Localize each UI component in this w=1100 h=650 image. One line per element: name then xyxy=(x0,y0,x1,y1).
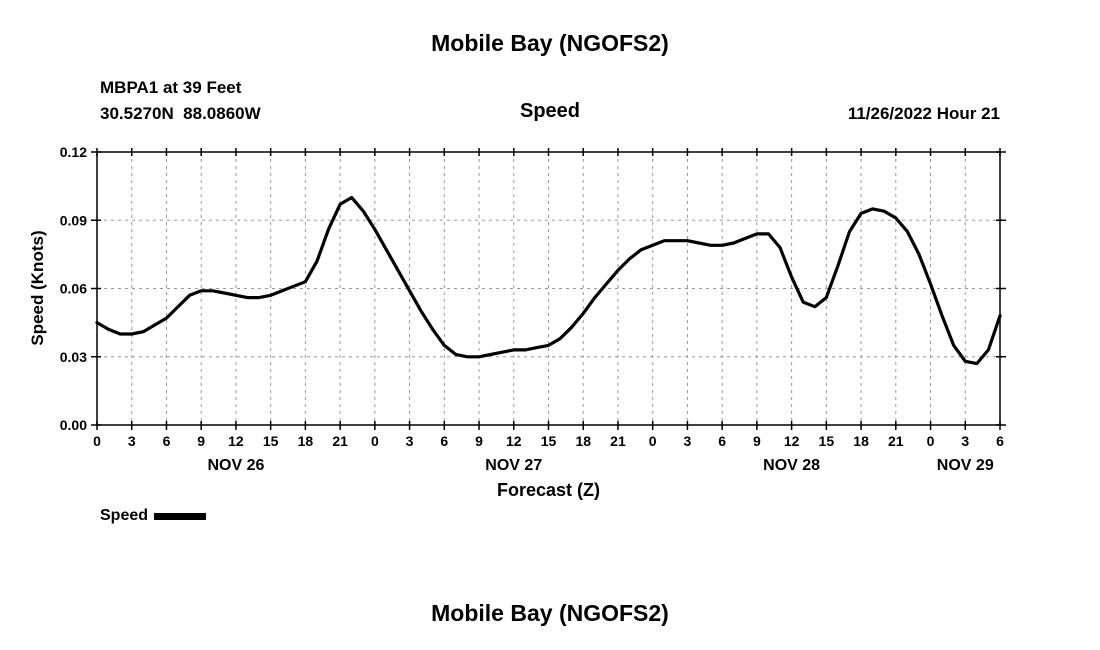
svg-text:18: 18 xyxy=(853,433,869,449)
svg-text:NOV 28: NOV 28 xyxy=(763,457,820,474)
svg-text:0: 0 xyxy=(927,433,935,449)
svg-text:21: 21 xyxy=(888,433,904,449)
svg-text:3: 3 xyxy=(128,433,136,449)
svg-text:NOV 26: NOV 26 xyxy=(207,457,264,474)
coords-label: 30.5270N 88.0860W xyxy=(100,104,261,123)
svg-text:15: 15 xyxy=(263,433,279,449)
svg-text:12: 12 xyxy=(506,433,522,449)
legend-swatch xyxy=(154,512,207,520)
y-tick-labels: 0.00 0.03 0.06 0.09 0.12 xyxy=(60,144,87,433)
svg-text:0.03: 0.03 xyxy=(60,349,87,365)
svg-text:6: 6 xyxy=(163,433,171,449)
svg-text:NOV 27: NOV 27 xyxy=(485,457,542,474)
svg-text:15: 15 xyxy=(819,433,835,449)
x-axis-title: Forecast (Z) xyxy=(496,480,601,500)
svg-text:6: 6 xyxy=(996,433,1004,449)
svg-text:0.09: 0.09 xyxy=(60,212,87,228)
legend: Speed xyxy=(100,507,207,525)
svg-text:NOV 29: NOV 29 xyxy=(937,457,994,474)
svg-text:15: 15 xyxy=(541,433,557,449)
svg-text:6: 6 xyxy=(440,433,448,449)
chart-title: Speed xyxy=(519,100,581,122)
svg-text:0.12: 0.12 xyxy=(60,144,87,160)
svg-text:21: 21 xyxy=(332,433,348,449)
datetime-label: 11/26/2022 Hour 21 xyxy=(847,104,1000,123)
svg-text:0.06: 0.06 xyxy=(60,281,87,297)
page-title-top: Mobile Bay (NGOFS2) xyxy=(431,30,669,56)
svg-text:3: 3 xyxy=(684,433,692,449)
speed-line xyxy=(95,195,1002,366)
gridlines xyxy=(96,151,1001,426)
svg-text:18: 18 xyxy=(298,433,314,449)
svg-text:0.00: 0.00 xyxy=(60,417,87,433)
page-title-bottom: Mobile Bay (NGOFS2) xyxy=(431,600,669,626)
legend-label: Speed xyxy=(100,507,149,524)
svg-text:21: 21 xyxy=(610,433,626,449)
svg-text:3: 3 xyxy=(406,433,414,449)
svg-text:12: 12 xyxy=(228,433,244,449)
svg-text:9: 9 xyxy=(475,433,483,449)
svg-text:6: 6 xyxy=(718,433,726,449)
axis-ticks xyxy=(91,148,1006,430)
svg-text:9: 9 xyxy=(197,433,205,449)
svg-text:3: 3 xyxy=(961,433,969,449)
svg-text:9: 9 xyxy=(753,433,761,449)
svg-text:18: 18 xyxy=(575,433,591,449)
svg-text:12: 12 xyxy=(784,433,800,449)
station-label: MBPA1 at 39 Feet xyxy=(100,78,242,97)
date-labels: NOV 26 NOV 27 NOV 28 NOV 29 xyxy=(207,457,993,474)
svg-text:0: 0 xyxy=(649,433,657,449)
svg-text:0: 0 xyxy=(371,433,379,449)
x-tick-labels: 0 3 6 9 12 15 18 21 0 3 6 9 12 15 18 21 0 3 6 9 12 15 18 21 0 3 6 xyxy=(93,433,1004,449)
svg-text:0: 0 xyxy=(93,433,101,449)
